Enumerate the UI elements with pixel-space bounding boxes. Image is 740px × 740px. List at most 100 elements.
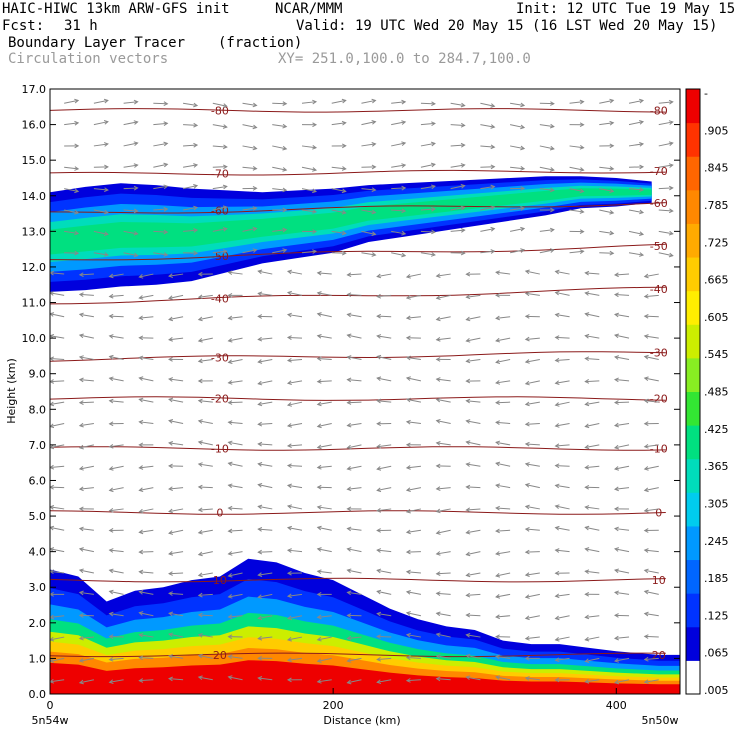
isotherm-line: [50, 202, 666, 214]
isotherm-contours: -80 -80-70 -70-60-60-50-50-40-40-30 -30-20-…: [50, 104, 668, 662]
vector-head: [584, 333, 590, 339]
vector-shaft: [331, 188, 346, 192]
vector-shaft: [539, 166, 554, 171]
vector-shaft: [480, 102, 495, 107]
vector-head: [193, 228, 199, 233]
vector-shaft: [198, 400, 213, 403]
vector-shaft: [614, 465, 630, 470]
vector-head: [257, 482, 263, 488]
vector-head: [613, 613, 619, 618]
vector-shaft: [496, 551, 511, 555]
x-end-label-left: 5n54w: [32, 714, 69, 727]
vector-head: [465, 551, 471, 557]
vector-head: [197, 507, 203, 513]
vector-shaft: [555, 358, 570, 362]
vector-head: [222, 184, 228, 190]
vector-shaft: [450, 102, 465, 107]
vector-head: [554, 269, 560, 275]
vector-shaft: [79, 401, 94, 404]
vector-shaft: [450, 124, 465, 126]
vector-shaft: [272, 249, 287, 254]
vector-shaft: [50, 548, 65, 553]
vector-head: [78, 400, 84, 405]
vector-shaft: [406, 377, 422, 382]
vector-head: [138, 590, 144, 595]
vector-shaft: [168, 294, 184, 299]
vector-shaft: [272, 145, 287, 150]
vector-shaft: [466, 486, 481, 489]
vector-head: [643, 443, 649, 449]
vector-head: [257, 572, 263, 577]
vector-head: [168, 676, 173, 682]
vector-head: [286, 636, 292, 642]
vector-shaft: [272, 166, 287, 171]
vector-head: [460, 228, 466, 233]
vector-shaft: [228, 551, 243, 555]
vector-shaft: [391, 121, 406, 126]
vector-shaft: [614, 528, 630, 531]
vector-head: [108, 334, 114, 339]
vector-head: [524, 655, 530, 661]
colorbar-swatch: [686, 391, 700, 426]
vector-shaft: [258, 528, 273, 531]
vector-shaft: [555, 423, 570, 427]
vector-shaft: [496, 441, 511, 446]
vector-shaft: [50, 272, 65, 275]
vector-head: [286, 357, 292, 363]
vector-head: [346, 312, 352, 318]
vector-shaft: [242, 102, 257, 106]
vector-head: [286, 593, 292, 599]
colorbar-swatch: [686, 626, 700, 661]
vector-head: [609, 250, 615, 256]
vector-shaft: [496, 484, 511, 489]
vector-head: [405, 508, 411, 514]
vector-shaft: [317, 615, 332, 618]
vector-shaft: [317, 401, 332, 405]
vector-shaft: [496, 421, 511, 425]
vector-shaft: [391, 209, 406, 212]
vector-head: [257, 635, 263, 641]
vector-shaft: [198, 676, 213, 681]
vector-head: [460, 122, 466, 128]
vector-shaft: [123, 142, 138, 147]
vector-head: [78, 444, 84, 450]
vector-shaft: [169, 378, 184, 382]
colorbar-label: .185: [704, 572, 729, 585]
vector-shaft: [391, 187, 406, 190]
vector-shaft: [317, 548, 332, 553]
isotherm-label: -40: [211, 293, 229, 306]
vector-head: [524, 462, 530, 467]
vector-shaft: [555, 615, 570, 620]
vector-shaft: [466, 463, 481, 467]
vector-head: [197, 653, 203, 659]
cloud-band-4: [50, 188, 652, 255]
vector-shaft: [212, 228, 227, 232]
vector-shaft: [569, 250, 584, 254]
vector-head: [465, 675, 471, 681]
vector-shaft: [466, 614, 481, 617]
vector-head: [554, 402, 560, 407]
vector-head: [316, 423, 322, 429]
vector-head: [613, 377, 619, 383]
vector-head: [431, 121, 436, 127]
vector-head: [163, 141, 169, 147]
vector-head: [639, 120, 645, 125]
vector-shaft: [628, 143, 644, 147]
vector-shaft: [466, 572, 481, 576]
vector-head: [286, 423, 292, 428]
vector-shaft: [258, 270, 273, 275]
vector-shaft: [510, 207, 525, 211]
vector-shaft: [436, 612, 451, 617]
vector-head: [371, 209, 377, 215]
vector-head: [197, 592, 203, 598]
vector-head: [405, 632, 411, 638]
vector-head: [614, 333, 620, 339]
isotherm-label: 0: [655, 507, 662, 520]
vector-head: [257, 401, 263, 407]
vector-head: [465, 440, 471, 445]
colorbar-label: .125: [704, 609, 729, 622]
vector-shaft: [242, 145, 257, 150]
vector-head: [163, 229, 169, 235]
vector-shaft: [614, 636, 630, 639]
vector-head: [133, 230, 139, 236]
